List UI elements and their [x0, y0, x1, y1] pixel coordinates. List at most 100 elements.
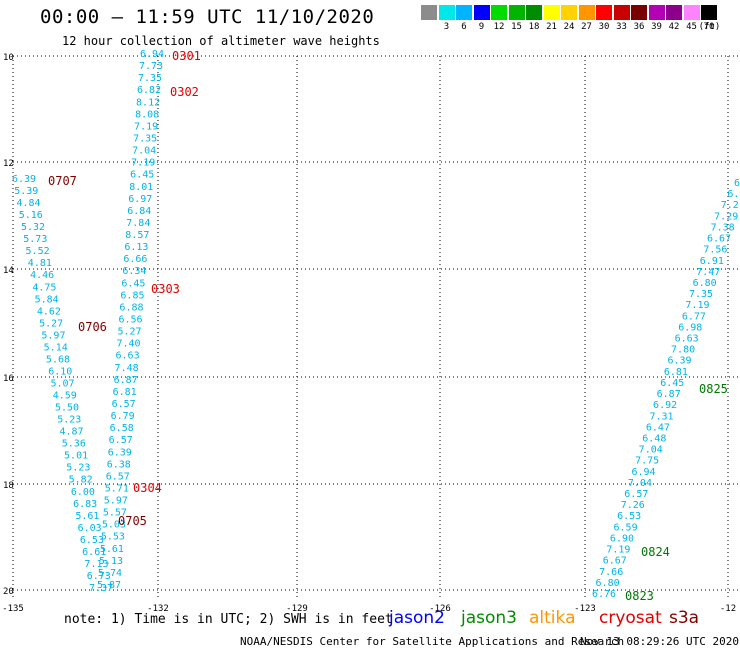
swh-value: 5.84 — [35, 294, 59, 305]
swh-value: 5.97 — [41, 330, 65, 341]
swh-value: 8.12 — [136, 97, 160, 108]
swh-value: 6.82 — [137, 85, 161, 96]
swh-value: 5.57 — [103, 508, 127, 519]
swh-value: 6.83 — [73, 499, 97, 510]
colorbar-label: 70 — [703, 22, 715, 32]
longitude-label: -126 — [429, 604, 451, 614]
swh-value: 5.13 — [99, 556, 123, 567]
pass-time-label: 0705 — [118, 514, 147, 528]
swh-value: 7.04 — [639, 445, 663, 456]
swh-value: 6.63 — [675, 334, 699, 345]
pass-labels: 0301 0302 0303 0304 0707 0706 0705 0825 0824 0823 — [48, 49, 728, 603]
colorbar-swatch — [701, 5, 717, 20]
swh-value: 6.10 — [48, 366, 72, 377]
swh-value: 4.75 — [32, 282, 56, 293]
swh-value: 6.39 — [12, 174, 36, 185]
colorbar-swatch — [666, 5, 682, 20]
swh-value: 5.74 — [98, 568, 122, 579]
swh-value: 5.23 — [66, 463, 90, 474]
swh-value: 5.82 — [69, 475, 93, 486]
swh-value: 5.27 — [117, 327, 141, 338]
swh-value: 7.19 — [134, 121, 158, 132]
colorbar-swatch — [648, 5, 665, 20]
pass-time-label: 0707 — [48, 174, 77, 188]
swh-value: 6.59 — [614, 522, 638, 533]
latitude-label: 20 — [3, 587, 14, 597]
swh-value: 4.46 — [30, 270, 54, 281]
swh-value: 5.32 — [21, 222, 45, 233]
swh-value: 7.73 — [139, 61, 163, 72]
swh-value: 7.19 — [685, 300, 709, 311]
swh-value: 6 — [734, 178, 740, 189]
swh-value: 6.57 — [109, 435, 133, 446]
latitude-label: 12 — [3, 159, 14, 169]
colorbar-swatch — [578, 5, 595, 20]
swh-value: 6.88 — [119, 302, 143, 313]
swh-value: 5.16 — [19, 210, 43, 221]
swh-value: 7.56 — [703, 245, 727, 256]
swh-tracks: 6.947.737.356.828.128.087.197.357.047.19… — [12, 49, 740, 600]
swh-value: 8.01 — [129, 182, 153, 193]
swh-value: 6.84 — [127, 206, 151, 217]
swh-value: 5.73 — [23, 234, 47, 245]
colorbar-label: 6 — [461, 22, 467, 32]
swh-value: 5.71 — [105, 483, 129, 494]
swh-value: 6.39 — [108, 447, 132, 458]
swh-value: 7.35 — [689, 289, 713, 300]
swh-value: 4.84 — [16, 198, 40, 209]
swh-value: 7.40 — [116, 339, 140, 350]
swh-value: 6.45 — [130, 170, 154, 181]
swh-value: 8.57 — [125, 230, 149, 241]
swh-value: 6.53 — [617, 511, 641, 522]
colorbar-label: 21 — [546, 22, 557, 32]
longitude-label: -123 — [574, 604, 596, 614]
latitude-label: 16 — [3, 374, 14, 384]
colorbar-swatch — [596, 5, 612, 20]
swh-value: 7.35 — [133, 133, 157, 144]
colorbar-label: 12 — [493, 22, 505, 32]
swh-value: 5.07 — [50, 379, 74, 390]
swh-value: 6.94 — [631, 467, 655, 478]
swh-value: 7.80 — [671, 345, 695, 356]
colorbar-swatch — [491, 5, 507, 20]
swh-value: 6.57 — [106, 471, 130, 482]
swh-value: 6.80 — [596, 578, 620, 589]
swh-value: 6.66 — [123, 254, 147, 265]
swh-value: 6.63 — [116, 351, 140, 362]
latitude-label: 18 — [3, 481, 14, 491]
swh-value: 7.2 — [721, 200, 739, 211]
swh-value: 6.91 — [700, 256, 724, 267]
swh-value: 6.77 — [682, 311, 706, 322]
swh-value: 6.81 — [113, 387, 137, 398]
swh-value: 6.73 — [87, 571, 111, 582]
swh-value: 5.68 — [46, 354, 70, 365]
colorbar-label: 24 — [563, 22, 575, 32]
colorbar-swatch — [683, 5, 700, 20]
satellite-legend-item: s3a — [669, 608, 700, 628]
swh-value: 6.98 — [678, 322, 702, 333]
colorbar-label: 15 — [511, 22, 522, 32]
swh-value: 6.57 — [624, 489, 648, 500]
pass-time-label: 0304 — [133, 481, 162, 495]
swh-value: 7.26 — [621, 500, 645, 511]
page-title: 00:00 — 11:59 UTC 11/10/2020 — [40, 6, 375, 28]
swh-value: 6.97 — [128, 194, 152, 205]
swh-value: 7.35 — [138, 73, 162, 84]
units-note: note: 1) Time is in UTC; 2) SWH is in fe… — [64, 612, 393, 627]
axis-labels: 10 12 14 16 18 20 -135 -132 -129 -126 -123 -12 — [2, 53, 736, 614]
colorbar-label: 45 — [686, 22, 697, 32]
swh-value: 5.87 — [97, 580, 121, 591]
swh-value: 7.13 — [84, 559, 108, 570]
swh-value: 6.76 — [592, 589, 616, 600]
swh-value: 5.27 — [39, 318, 63, 329]
longitude-label: -132 — [147, 604, 169, 614]
swh-value: 6.39 — [667, 356, 691, 367]
swh-value: 7.84 — [126, 218, 150, 229]
swh-value: 6.53 — [80, 535, 104, 546]
colorbar-unit: (ft) — [698, 22, 721, 32]
swh-value: 5.52 — [26, 246, 50, 257]
swh-value: 7.38 — [711, 222, 735, 233]
swh-value: 7.19 — [131, 158, 155, 169]
latitude-label: 14 — [3, 266, 14, 276]
swh-value: 5.23 — [57, 415, 81, 426]
